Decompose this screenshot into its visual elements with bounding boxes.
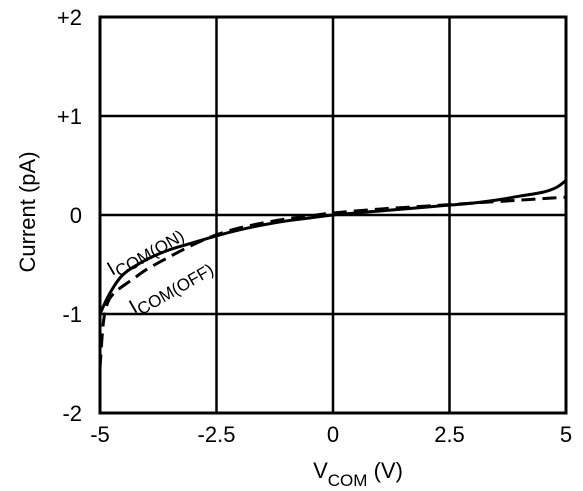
series-line-icom-on [98,179,567,315]
x-axis-title: VCOM (V) [313,458,403,490]
x-tick-label: 2.5 [434,422,465,447]
x-tick-labels: -5 -2.5 0 2.5 5 [90,422,572,447]
x-tick-label: -5 [90,422,110,447]
y-tick-label: 0 [70,203,82,228]
x-tick-label: 0 [327,422,339,447]
x-tick-label: 5 [560,422,572,447]
y-tick-label: +1 [57,104,82,129]
x-axis-title-unit: (V) [367,458,402,483]
y-axis-title: Current (pA) [15,151,40,272]
y-tick-labels: +2 +1 0 -1 -2 [57,5,82,426]
y-tick-label: +2 [57,5,82,30]
plot-border [98,15,568,415]
x-tick-label: -2.5 [198,422,236,447]
series-label-on: ICOM(ON) [104,220,188,284]
x-axis-title-sub: COM [328,471,368,490]
y-tick-label: -1 [62,302,82,327]
x-axis-title-main: V [313,458,328,483]
series-line-icom-off [98,195,567,369]
series-layer [98,179,567,369]
y-tick-label: -2 [62,401,82,426]
plot-frame [98,15,568,415]
